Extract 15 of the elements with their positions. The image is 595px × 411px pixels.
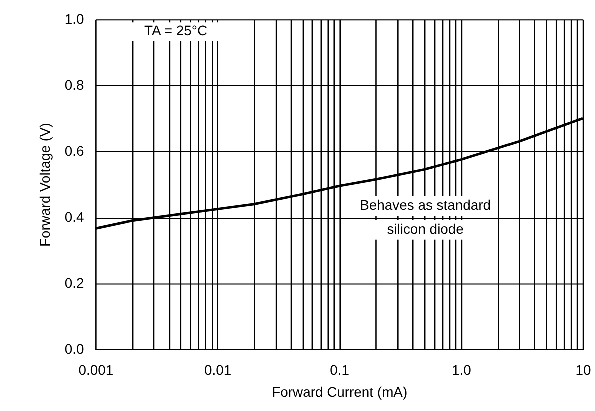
x-tick-label: 0.1 (330, 362, 350, 378)
x-axis-title: Forward Current (mA) (272, 384, 408, 400)
y-tick-label: 0.0 (64, 340, 84, 357)
x-tick-label: 0.01 (204, 362, 232, 378)
x-tick-label: 10 (576, 362, 592, 378)
y-tick-label: 0.4 (64, 209, 84, 226)
y-axis-title: Forward Voltage (V) (36, 123, 53, 248)
x-tick-label: 0.001 (78, 362, 114, 378)
y-tick-label: 0.2 (64, 275, 84, 292)
y-tick-label: 1.0 (64, 11, 84, 28)
annotation: TA = 25°C (144, 22, 208, 39)
annotation: Behaves as standard silicon diode (360, 196, 492, 237)
x-tick-label: 1.0 (452, 362, 472, 378)
y-tick-label: 0.8 (64, 77, 84, 94)
y-tick-label: 0.6 (64, 143, 84, 160)
